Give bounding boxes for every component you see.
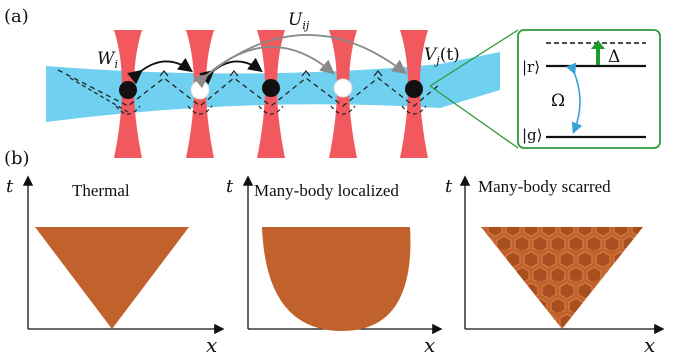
mbl-parabola <box>262 227 411 331</box>
atom-empty-4 <box>333 78 353 98</box>
dashed-potential-upper <box>57 69 441 107</box>
rydberg-state-label: |r⟩ <box>522 58 540 76</box>
thermal-light-cone <box>35 227 189 329</box>
dashed-potential-lower <box>69 77 427 115</box>
x-axis-label: x <box>644 333 655 356</box>
panel-a-label: (a) <box>4 6 29 27</box>
atom-filled-3 <box>262 79 280 97</box>
drive-label: Vj(t) <box>424 45 460 67</box>
atom-filled-1 <box>119 81 137 99</box>
t-axis-label: t <box>6 176 14 197</box>
detuning-arrow-head <box>591 40 605 49</box>
interaction-label: Uij <box>288 10 310 32</box>
interaction-arc-inner <box>205 46 335 77</box>
x-axis-label: x <box>206 333 217 356</box>
plot-title-scarred: Many-body scarred <box>478 177 611 196</box>
plot-scarred: t x Many-body scarred <box>445 175 665 356</box>
plot-thermal: t x Thermal <box>6 175 225 356</box>
inset-connector <box>429 29 519 149</box>
x-axis-label: x <box>424 333 435 356</box>
t-axis-label: t <box>445 176 453 197</box>
plot-title-mbl: Many-body localized <box>254 181 399 200</box>
hop-arrow-1 <box>127 57 193 85</box>
detuning-label: Δ <box>608 47 620 67</box>
hop-label: Wi <box>97 49 118 71</box>
rabi-arrow <box>565 62 583 134</box>
t-axis-label: t <box>226 176 234 197</box>
level-diagram-inset: |r⟩ |g⟩ Δ Ω <box>517 29 661 149</box>
plot-title-thermal: Thermal <box>72 181 130 200</box>
panel-b-label: (b) <box>4 148 30 169</box>
scarred-honeycomb-cone <box>481 227 643 329</box>
rabi-label: Ω <box>551 91 565 111</box>
atom-filled-5 <box>405 80 423 98</box>
ground-state-label: |g⟩ <box>522 126 543 144</box>
atom-empty-2 <box>190 80 210 100</box>
plot-mbl: t x Many-body localized <box>226 175 443 356</box>
